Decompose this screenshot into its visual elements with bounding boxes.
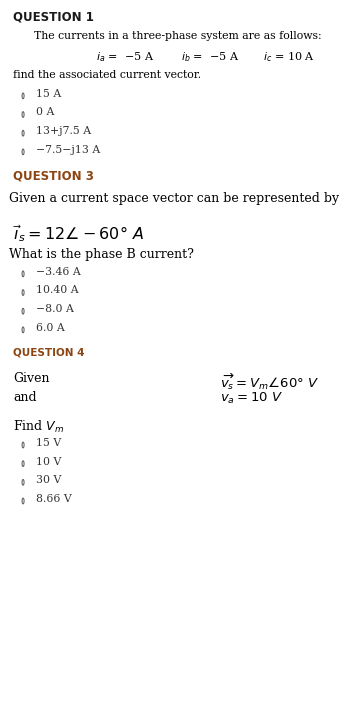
Text: 15 A: 15 A (36, 89, 61, 99)
Text: 10 V: 10 V (36, 457, 61, 467)
Text: 10.40 A: 10.40 A (36, 286, 78, 296)
Text: find the associated current vector.: find the associated current vector. (13, 70, 202, 80)
Text: $i_a$ =  −5 A: $i_a$ = −5 A (96, 50, 154, 64)
Text: 8.66 V: 8.66 V (36, 494, 71, 504)
Text: Given a current space vector can be represented by: Given a current space vector can be repr… (9, 192, 339, 204)
Text: $i_b$ =  −5 A: $i_b$ = −5 A (181, 50, 239, 64)
Text: 15 V: 15 V (36, 438, 61, 448)
Text: Find $V_m$: Find $V_m$ (13, 419, 65, 436)
Text: and: and (13, 392, 37, 404)
Text: QUESTION 3: QUESTION 3 (13, 170, 94, 183)
Text: Given: Given (13, 372, 50, 385)
Text: $i_c$ = 10 A: $i_c$ = 10 A (263, 50, 315, 64)
Text: 0 A: 0 A (36, 107, 54, 117)
Text: −3.46 A: −3.46 A (36, 267, 80, 277)
Text: QUESTION 1: QUESTION 1 (13, 11, 94, 23)
Text: The currents in a three-phase system are as follows:: The currents in a three-phase system are… (34, 31, 321, 42)
Text: $\vec{\imath}_s = 12\angle -60°\ A$: $\vec{\imath}_s = 12\angle -60°\ A$ (13, 223, 144, 244)
Text: 30 V: 30 V (36, 475, 61, 485)
Text: −8.0 A: −8.0 A (36, 304, 73, 314)
Text: $v_a = 10\ V$: $v_a = 10\ V$ (220, 392, 283, 407)
Text: 13+j7.5 A: 13+j7.5 A (36, 126, 91, 136)
Text: QUESTION 4: QUESTION 4 (13, 348, 85, 358)
Text: What is the phase B current?: What is the phase B current? (9, 248, 194, 261)
Text: 6.0 A: 6.0 A (36, 323, 64, 333)
Text: −7.5−j13 A: −7.5−j13 A (36, 145, 100, 155)
Text: $\overrightarrow{v_s} = V_m\angle 60°\ V$: $\overrightarrow{v_s} = V_m\angle 60°\ V… (220, 372, 320, 392)
